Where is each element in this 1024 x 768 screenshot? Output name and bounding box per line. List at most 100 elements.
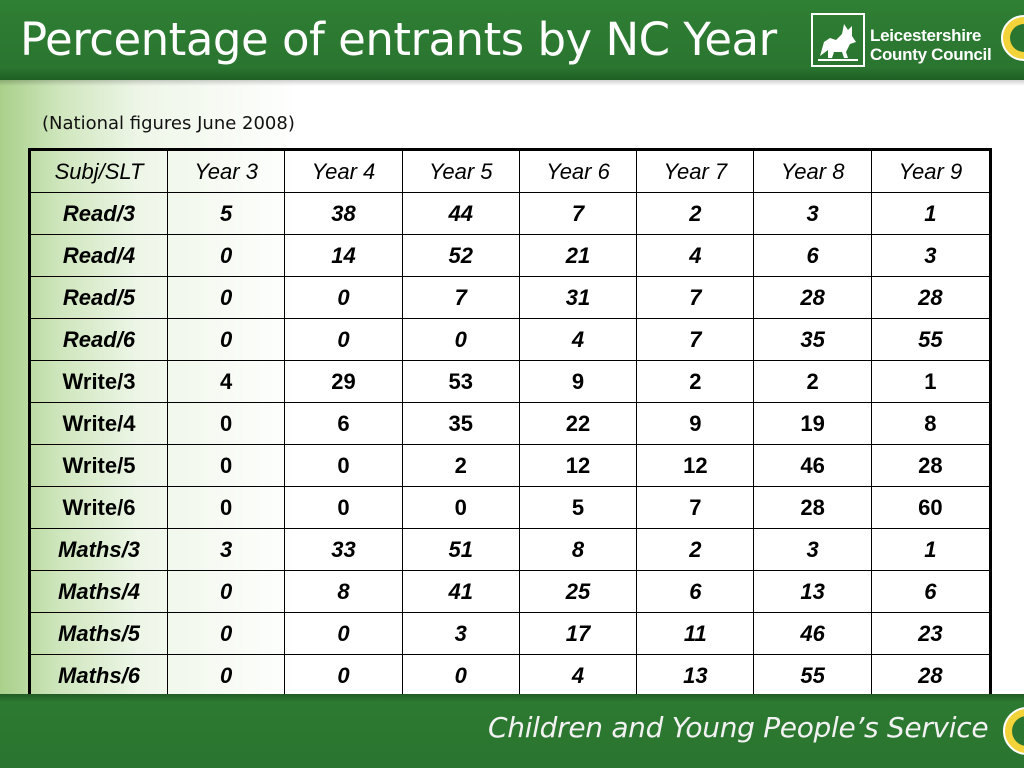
table-cell: 5	[518, 486, 638, 529]
table-cell: 4	[166, 360, 286, 403]
table-cell: 6	[284, 402, 403, 445]
table-cell: 0	[401, 318, 520, 361]
table-cell: 33	[284, 528, 403, 571]
table-cell: 53	[401, 360, 520, 403]
table-cell: 60	[870, 486, 992, 529]
table-cell: 0	[401, 486, 520, 529]
table-cell: 52	[401, 234, 520, 277]
table-cell: 31	[518, 276, 638, 319]
table-cell: 28	[753, 276, 872, 319]
fox-emblem-icon	[811, 13, 865, 67]
table-cell: 5	[166, 192, 286, 235]
table-cell: 9	[518, 360, 638, 403]
table-cell: 7	[636, 318, 755, 361]
row-label: Maths/5	[29, 612, 168, 655]
column-header: Year 3	[166, 149, 286, 193]
table-cell: 0	[284, 318, 403, 361]
table-row: Read/3 5 38 44 7 2 3 1	[29, 192, 992, 235]
row-label: Write/6	[29, 486, 168, 529]
table-cell: 11	[636, 612, 755, 655]
footer-bar: Children and Young People’s Service	[0, 694, 1024, 768]
table-cell: 51	[401, 528, 520, 571]
table-cell: 22	[518, 402, 638, 445]
table-cell: 23	[870, 612, 992, 655]
table-row: Read/5 0 0 7 31 7 28 28	[29, 276, 992, 319]
table-cell: 3	[401, 612, 520, 655]
table-header-row: Subj/SLT Year 3 Year 4 Year 5 Year 6 Yea…	[29, 149, 992, 193]
table-row: Maths/5 0 0 3 17 11 46 23	[29, 612, 992, 655]
table-cell: 8	[870, 402, 992, 445]
row-label: Write/5	[29, 444, 168, 487]
round-seal-icon	[1003, 707, 1024, 755]
council-name: Leicestershire County Council	[870, 26, 992, 64]
table-row: Write/4 0 6 35 22 9 19 8	[29, 402, 992, 445]
table-cell: 28	[870, 276, 992, 319]
table-cell: 0	[284, 612, 403, 655]
table-cell: 2	[753, 360, 872, 403]
table-cell: 0	[166, 276, 286, 319]
page-title: Percentage of entrants by NC Year	[20, 13, 777, 66]
table-cell: 17	[518, 612, 638, 655]
table-cell: 12	[518, 444, 638, 487]
table-cell: 14	[284, 234, 403, 277]
table-cell: 0	[166, 444, 286, 487]
table-cell: 0	[166, 570, 286, 613]
round-seal-icon	[1001, 15, 1024, 61]
table-cell: 7	[636, 276, 755, 319]
table-body: Read/3 5 38 44 7 2 3 1 Read/4 0 14 52 21 4 6 3 Read/5 0 0 7…	[29, 192, 992, 698]
council-name-line1: Leicestershire	[870, 26, 982, 45]
table-cell: 12	[636, 444, 755, 487]
row-label: Write/3	[29, 360, 168, 403]
table-cell: 0	[284, 654, 403, 698]
table-row: Maths/3 3 33 51 8 2 3 1	[29, 528, 992, 571]
table-cell: 4	[518, 654, 638, 698]
table-cell: 3	[870, 234, 992, 277]
table-cell: 0	[166, 234, 286, 277]
table-cell: 0	[166, 318, 286, 361]
table-cell: 44	[401, 192, 520, 235]
table-cell: 55	[753, 654, 872, 698]
table-cell: 13	[753, 570, 872, 613]
table-cell: 46	[753, 612, 872, 655]
table-cell: 28	[753, 486, 872, 529]
table-row: Maths/6 0 0 0 4 13 55 28	[29, 654, 992, 698]
table-cell: 0	[401, 654, 520, 698]
council-logo: Leicestershire County Council	[810, 12, 1024, 68]
table-row: Write/3 4 29 53 9 2 2 1	[29, 360, 992, 403]
table-cell: 0	[284, 276, 403, 319]
subtitle: (National figures June 2008)	[42, 113, 295, 134]
table-cell: 35	[753, 318, 872, 361]
row-label: Write/4	[29, 402, 168, 445]
table-cell: 1	[870, 192, 992, 235]
row-label: Read/6	[29, 318, 168, 361]
table-cell: 3	[166, 528, 286, 571]
row-label: Read/5	[29, 276, 168, 319]
table-cell: 2	[636, 360, 755, 403]
column-header: Year 5	[401, 149, 520, 193]
row-label: Maths/4	[29, 570, 168, 613]
table-cell: 2	[636, 192, 755, 235]
table-cell: 55	[870, 318, 992, 361]
column-header: Year 9	[870, 149, 992, 193]
table-cell: 0	[166, 402, 286, 445]
table-cell: 46	[753, 444, 872, 487]
table-cell: 4	[518, 318, 638, 361]
table-row: Write/6 0 0 0 5 7 28 60	[29, 486, 992, 529]
column-header: Subj/SLT	[29, 149, 168, 193]
table-cell: 0	[284, 444, 403, 487]
column-header: Year 4	[284, 149, 403, 193]
table-cell: 8	[284, 570, 403, 613]
table-cell: 38	[284, 192, 403, 235]
table-cell: 13	[636, 654, 755, 698]
table-cell: 0	[166, 612, 286, 655]
table-row: Read/6 0 0 0 4 7 35 55	[29, 318, 992, 361]
table-cell: 0	[166, 486, 286, 529]
table-cell: 19	[753, 402, 872, 445]
table-cell: 7	[401, 276, 520, 319]
row-label: Maths/6	[29, 654, 168, 698]
row-label: Maths/3	[29, 528, 168, 571]
service-name: Children and Young People’s Service	[488, 711, 989, 744]
column-header: Year 7	[636, 149, 755, 193]
column-header: Year 6	[518, 149, 638, 193]
table-row: Write/5 0 0 2 12 12 46 28	[29, 444, 992, 487]
